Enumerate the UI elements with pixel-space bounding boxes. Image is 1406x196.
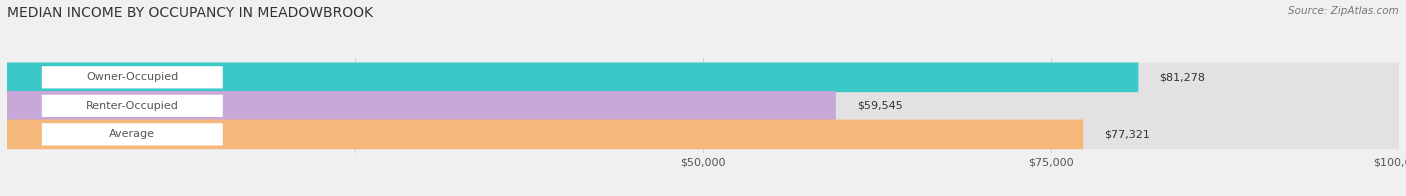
FancyBboxPatch shape	[7, 63, 1399, 92]
FancyBboxPatch shape	[7, 120, 1083, 149]
FancyBboxPatch shape	[42, 95, 222, 117]
Text: Renter-Occupied: Renter-Occupied	[86, 101, 179, 111]
FancyBboxPatch shape	[7, 91, 1399, 121]
FancyBboxPatch shape	[7, 91, 835, 121]
FancyBboxPatch shape	[7, 120, 1399, 149]
Text: Owner-Occupied: Owner-Occupied	[86, 72, 179, 82]
Text: $59,545: $59,545	[856, 101, 903, 111]
FancyBboxPatch shape	[42, 123, 222, 145]
Text: $77,321: $77,321	[1104, 129, 1150, 139]
Text: MEDIAN INCOME BY OCCUPANCY IN MEADOWBROOK: MEDIAN INCOME BY OCCUPANCY IN MEADOWBROO…	[7, 6, 373, 20]
FancyBboxPatch shape	[42, 66, 222, 88]
Text: Source: ZipAtlas.com: Source: ZipAtlas.com	[1288, 6, 1399, 16]
Text: $81,278: $81,278	[1160, 72, 1205, 82]
Text: Average: Average	[110, 129, 155, 139]
FancyBboxPatch shape	[7, 63, 1139, 92]
